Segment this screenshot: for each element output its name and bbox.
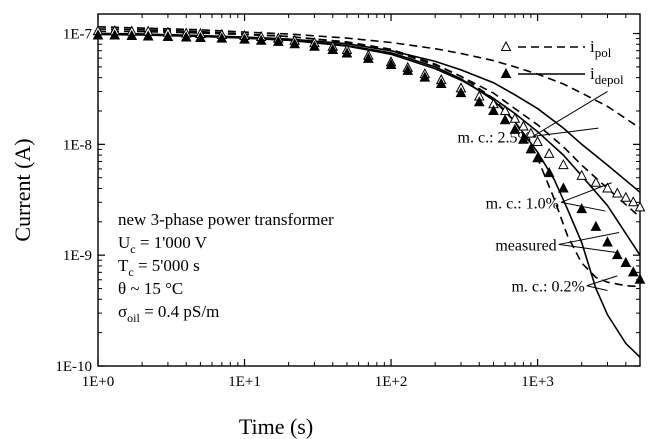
data-point-i-pol <box>558 159 569 170</box>
data-point-i-pol <box>525 127 537 138</box>
data-point-i-depol <box>576 203 588 214</box>
data-point-i-pol <box>611 187 623 198</box>
x-tick-label: 1E+1 <box>228 374 261 390</box>
annotation-leader-mc02 <box>586 285 608 291</box>
data-point-i-depol <box>126 29 138 40</box>
data-point-i-depol <box>611 249 623 260</box>
annotation-layer: m. c.: 2.5% m. c.: 1.0% measured m. c.: 0.2… <box>458 91 620 296</box>
annotation-leader-mc10 <box>560 201 606 212</box>
data-point-i-depol <box>363 52 374 63</box>
data-point-i-pol <box>627 196 639 207</box>
annotation-meas: measured <box>495 237 556 254</box>
info-line: Tc = 5'000 s <box>118 256 200 279</box>
data-point-i-depol <box>142 30 154 41</box>
annotation-leader-mc02 <box>586 275 618 287</box>
data-point-i-depol <box>532 152 543 163</box>
marker-layer <box>92 25 646 284</box>
data-point-i-depol <box>162 30 174 42</box>
data-point-i-depol <box>558 182 569 193</box>
data-point-i-pol <box>590 176 602 187</box>
data-point-i-depol <box>309 40 320 51</box>
data-point-i-depol <box>327 43 339 55</box>
data-point-i-depol <box>92 29 104 40</box>
data-point-i-depol <box>216 32 228 43</box>
x-tick-label: 1E+2 <box>375 374 408 390</box>
data-point-i-depol <box>543 167 555 178</box>
y-axis-label: Current (A) <box>10 138 35 241</box>
data-point-i-depol <box>620 256 632 267</box>
data-point-i-depol <box>109 29 121 40</box>
annotation-leader-mc25 <box>532 91 608 137</box>
info-line: σoil = 0.4 pS/m <box>118 302 219 325</box>
data-point-i-depol <box>402 64 414 75</box>
tick-label-layer: 1E+0 1E+1 1E+2 1E+3 1E-10 1E-9 1E-8 1E-7 <box>55 27 554 390</box>
annotation-leader-meas <box>558 243 620 254</box>
data-point-i-depol <box>255 34 267 45</box>
data-point-i-depol <box>419 71 431 82</box>
data-point-i-pol <box>602 182 613 193</box>
data-point-i-depol <box>634 273 646 284</box>
data-point-i-pol <box>620 191 632 202</box>
data-point-i-depol <box>272 35 284 46</box>
annotation-mc02: m. c.: 0.2% <box>511 279 584 296</box>
x-axis-label: Time (s) <box>239 414 313 439</box>
data-point-i-pol <box>576 169 588 180</box>
info-box: new 3-phase power transformer Uc = 1'000 … <box>118 210 334 325</box>
data-point-i-depol <box>518 133 529 144</box>
legend-marker <box>500 67 512 78</box>
info-line: new 3-phase power transformer <box>118 210 334 229</box>
data-point-i-depol <box>435 77 447 89</box>
y-tick-label: 1E-9 <box>63 248 92 264</box>
data-point-i-depol <box>509 123 521 134</box>
y-tick-label: 1E-7 <box>63 27 93 43</box>
data-point-i-pol <box>518 120 529 131</box>
data-point-i-depol <box>499 114 511 125</box>
legend-marker <box>500 40 512 51</box>
series-line-i-pol-m-c-2-5 <box>97 26 641 129</box>
annotation-mc10: m. c.: 1.0% <box>486 195 559 212</box>
legend: ipol idepol <box>500 37 624 87</box>
data-point-i-depol <box>341 47 353 58</box>
data-point-i-depol <box>289 38 301 49</box>
data-point-i-depol <box>195 31 206 43</box>
data-point-i-pol <box>634 201 646 212</box>
annotation-leader-mc10 <box>560 182 612 203</box>
data-point-i-depol <box>455 87 467 98</box>
plot-frame <box>97 13 641 367</box>
annotation-leader-mc25 <box>532 127 599 137</box>
x-tick-label: 1E+3 <box>521 374 554 390</box>
data-point-i-pol <box>509 112 521 123</box>
legend-label: ipol <box>590 37 612 60</box>
x-tick-label: 1E+0 <box>82 374 115 390</box>
data-point-i-depol <box>525 143 537 154</box>
y-tick-label: 1E-10 <box>55 359 92 375</box>
data-point-i-depol <box>627 266 639 277</box>
data-point-i-depol <box>473 96 485 107</box>
data-point-i-depol <box>180 31 192 42</box>
y-tick-label: 1E-8 <box>63 137 92 153</box>
data-point-i-pol <box>543 147 555 158</box>
annotation-leader-meas <box>558 232 620 245</box>
info-line: Uc = 1'000 V <box>118 233 208 256</box>
data-point-i-depol <box>385 58 397 69</box>
annotation-mc25: m. c.: 2.5% <box>458 129 531 146</box>
info-line: θ ~ 15 °C <box>118 279 183 298</box>
legend-label: idepol <box>590 64 624 87</box>
data-point-i-depol <box>239 33 250 44</box>
data-point-i-pol <box>532 135 543 146</box>
data-point-i-depol <box>590 220 602 231</box>
data-point-i-depol <box>488 104 499 115</box>
data-point-i-depol <box>602 236 613 247</box>
